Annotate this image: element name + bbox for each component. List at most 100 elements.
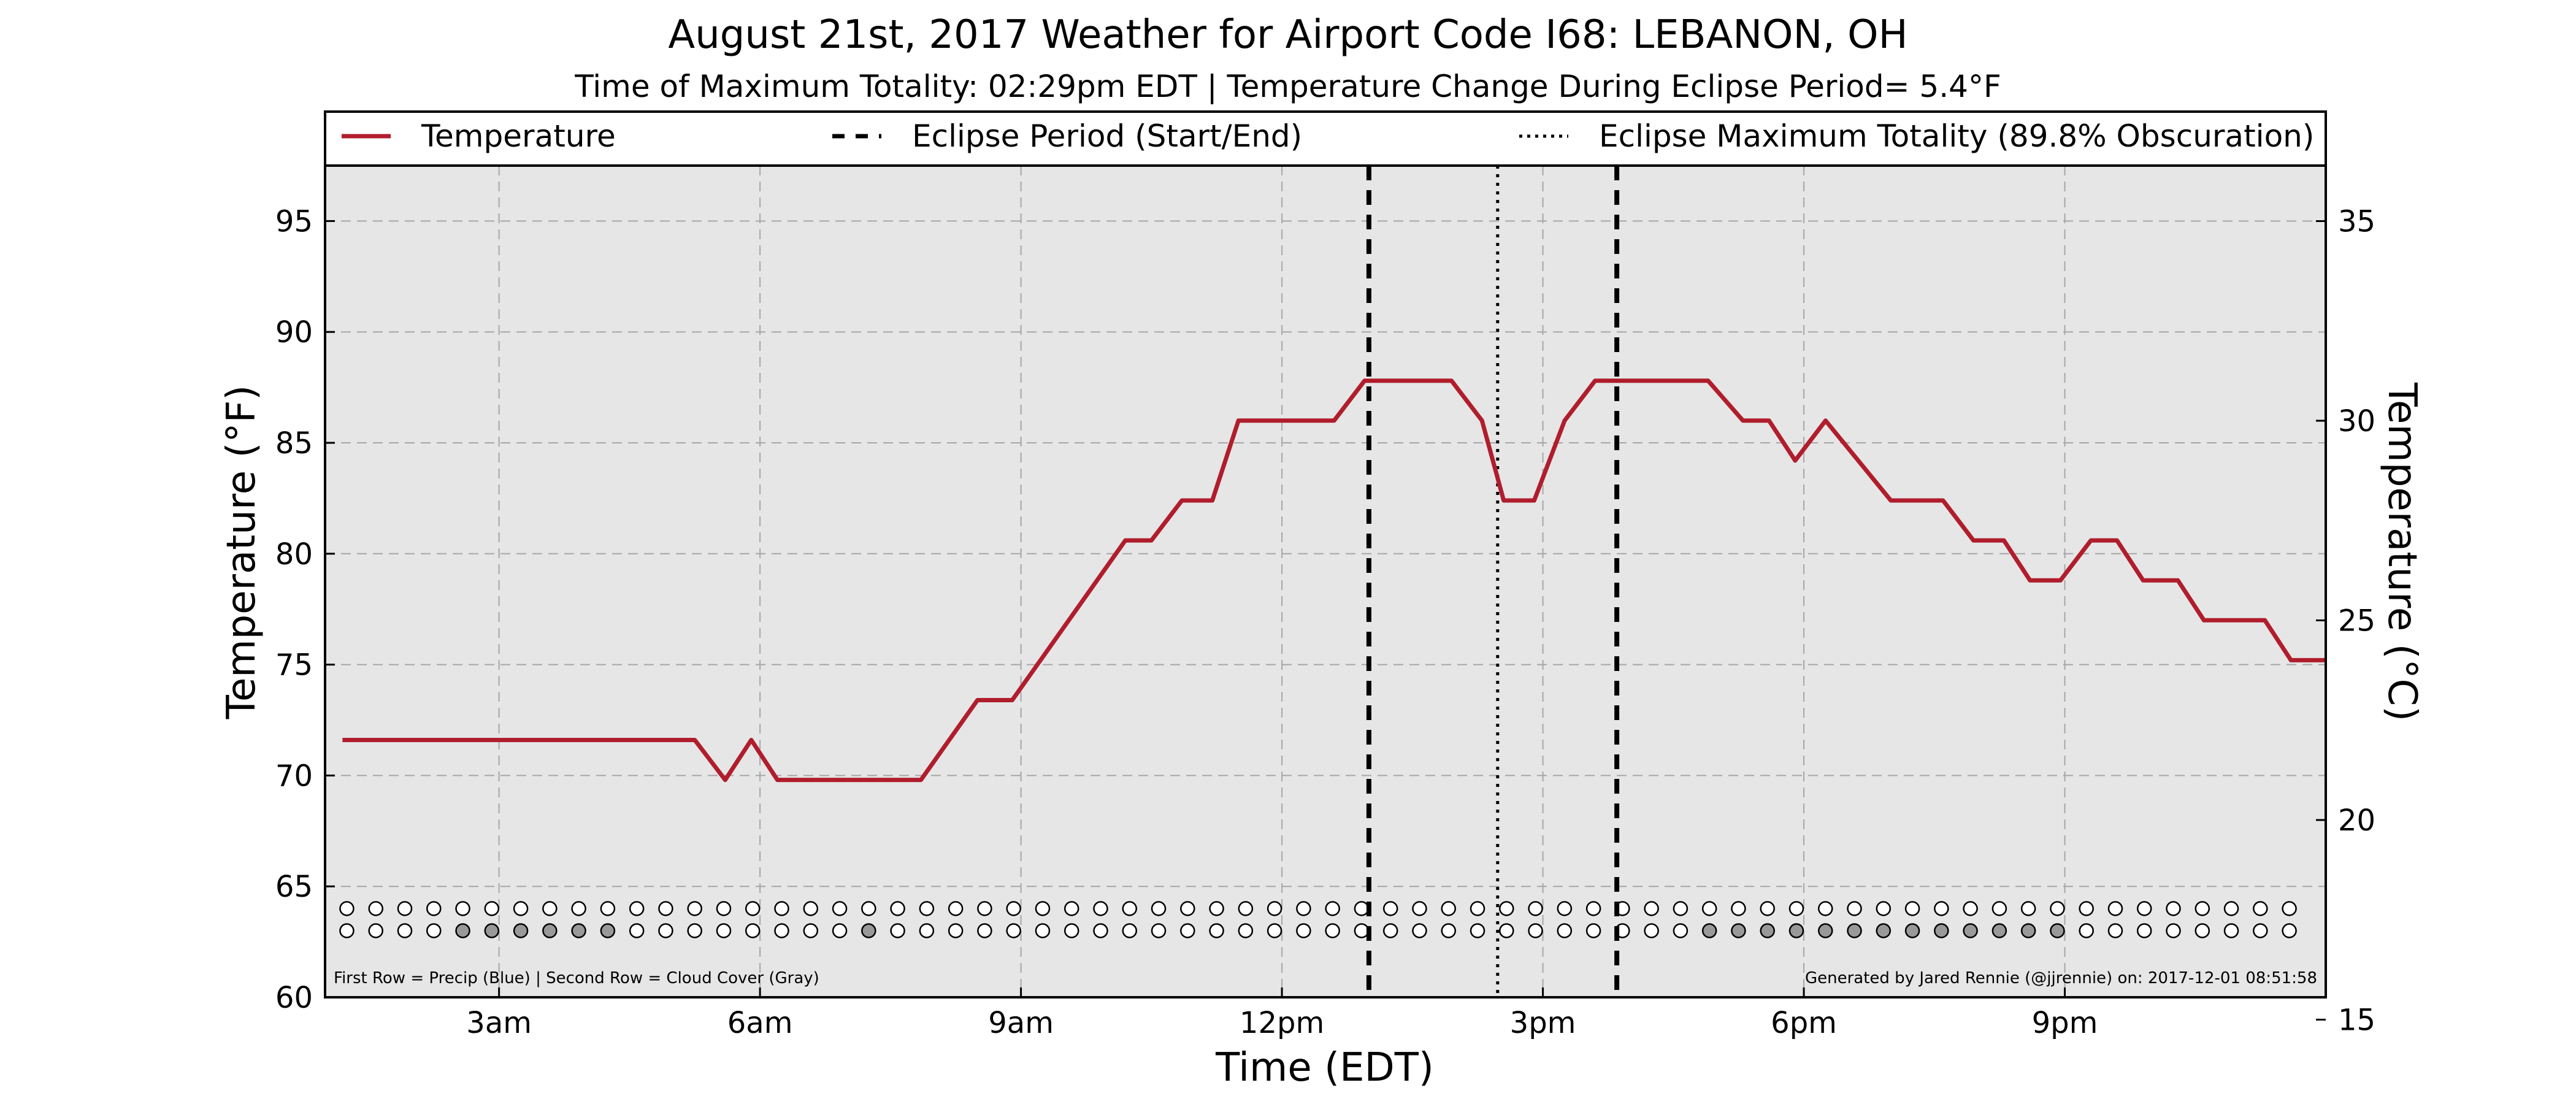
marker-layer	[339, 901, 2297, 938]
precip-marker	[2020, 901, 2036, 916]
precip-marker	[1499, 901, 1514, 916]
precip-marker	[2079, 901, 2094, 916]
precip-marker	[2166, 901, 2181, 916]
series-layer	[342, 378, 2326, 783]
temperature-point	[1825, 420, 1826, 421]
cloud-marker	[2020, 923, 2036, 938]
cloud-marker	[1991, 923, 2007, 938]
precip-marker	[948, 901, 964, 916]
y-tick-label: 85	[275, 426, 313, 461]
cloud-marker	[2195, 923, 2210, 938]
precip-marker	[861, 901, 876, 916]
precip-marker	[1006, 901, 1021, 916]
cloud-marker	[1209, 923, 1224, 938]
precip-marker	[1064, 901, 1079, 916]
precip-marker	[716, 901, 732, 916]
precip-marker	[745, 901, 761, 916]
cloud-marker	[919, 923, 935, 938]
precip-marker	[1818, 901, 1833, 916]
precip-marker	[455, 901, 470, 916]
cloud-marker	[2079, 923, 2094, 938]
precip-marker	[600, 901, 616, 916]
precip-marker	[339, 901, 355, 916]
precip-marker	[1585, 901, 1601, 916]
cloud-marker	[1180, 923, 1195, 938]
cloud-marker	[1238, 923, 1254, 938]
precip-marker	[484, 901, 500, 916]
cloud-marker	[513, 923, 529, 938]
precip-marker	[832, 901, 848, 916]
temperature-point	[1403, 380, 1404, 381]
y-tick-label: 65	[275, 870, 313, 904]
eclipse-lines	[1366, 166, 1620, 997]
cloud-marker	[1470, 923, 1485, 938]
precip-marker	[571, 901, 586, 916]
temperature-point	[1503, 500, 1504, 501]
y-right-tick-label: 35	[2338, 204, 2375, 239]
precip-marker	[1267, 901, 1282, 916]
precip-marker	[629, 901, 645, 916]
temperature-point	[2264, 620, 2265, 621]
cloud-marker	[1818, 923, 1833, 938]
precip-marker	[1122, 901, 1138, 916]
annotation-generated-by: Generated by Jared Rennie (@jjrennie) on…	[1805, 969, 2317, 987]
cloud-marker	[1064, 923, 1079, 938]
cloud-marker	[1325, 923, 1340, 938]
temperature-point	[1181, 500, 1182, 501]
plot-area	[325, 166, 2326, 997]
cloud-marker	[745, 923, 761, 938]
cloud-marker	[2166, 923, 2181, 938]
cloud-marker	[368, 923, 383, 938]
cloud-marker	[2050, 923, 2065, 938]
precip-marker	[774, 901, 789, 916]
cloud-marker	[397, 923, 413, 938]
legend-label-eclipse-period: Eclipse Period (Start/End)	[912, 118, 1302, 154]
x-tick-label: 9am	[988, 1006, 1054, 1040]
x-tick-label: 6am	[727, 1006, 793, 1040]
y-tick-label: 90	[275, 315, 313, 350]
precip-marker	[1412, 901, 1427, 916]
cloud-marker	[1006, 923, 1021, 938]
precip-marker	[1528, 901, 1543, 916]
legend-label-temperature: Temperature	[421, 118, 616, 154]
cloud-marker	[1673, 923, 1689, 938]
temperature-point	[1364, 380, 1365, 381]
x-tick-label: 12pm	[1240, 1006, 1324, 1040]
cloud-marker	[2282, 923, 2297, 938]
precip-marker	[1209, 901, 1224, 916]
y-tick-label: 80	[275, 537, 313, 572]
precip-marker	[890, 901, 905, 916]
cloud-marker	[948, 923, 964, 938]
x-tick-label: 9pm	[2032, 1006, 2098, 1040]
cloud-marker	[1847, 923, 1862, 938]
cloud-marker	[542, 923, 558, 938]
y-tick-label: 95	[275, 204, 313, 239]
cloud-marker	[861, 923, 876, 938]
precip-marker	[1673, 901, 1689, 916]
precip-marker	[1238, 901, 1254, 916]
cloud-marker	[1499, 923, 1514, 938]
x-tick-label: 3am	[466, 1006, 532, 1040]
cloud-marker	[774, 923, 789, 938]
cloud-marker	[1557, 923, 1573, 938]
y-right-tick-label: 15	[2338, 1003, 2375, 1037]
cloud-marker	[2223, 923, 2239, 938]
precip-marker	[1847, 901, 1862, 916]
precip-marker	[1441, 901, 1456, 916]
temperature-point	[1212, 500, 1213, 501]
cloud-marker	[426, 923, 442, 938]
precip-marker	[1644, 901, 1659, 916]
temperature-point	[2177, 580, 2178, 581]
precip-marker	[1354, 901, 1370, 916]
cloud-marker	[1788, 923, 1804, 938]
y-tick-label: 70	[275, 759, 313, 793]
precip-marker	[1180, 901, 1195, 916]
temperature-point	[2143, 580, 2144, 581]
temperature-point	[1451, 380, 1452, 381]
cloud-marker	[977, 923, 992, 938]
cloud-marker	[1934, 923, 1949, 938]
temperature-point	[1534, 500, 1535, 501]
precip-marker	[513, 901, 529, 916]
chart-title: August 21st, 2017 Weather for Airport Co…	[668, 12, 1907, 58]
